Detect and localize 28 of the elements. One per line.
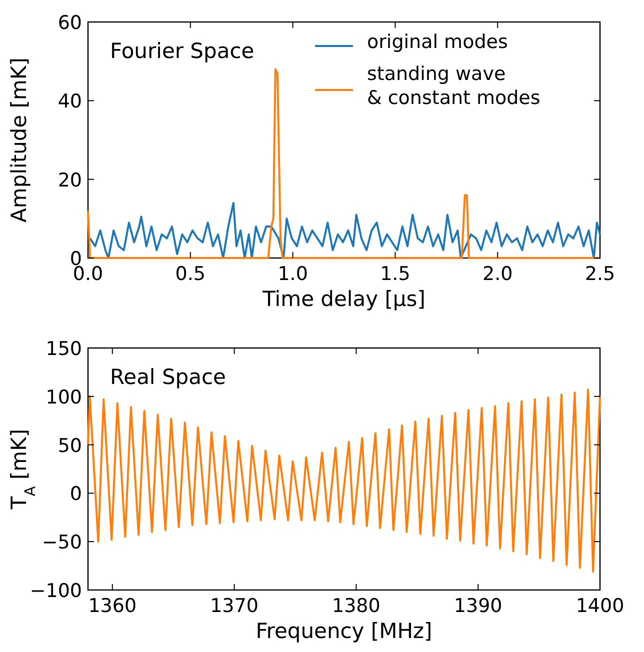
x-axis-title: Frequency [MHz] — [256, 619, 432, 643]
x-tick-label: 1.0 — [278, 263, 308, 285]
x-tick-label: 1360 — [88, 595, 137, 617]
y-tick-label: 100 — [46, 386, 82, 408]
x-tick-label: 2.0 — [482, 263, 513, 285]
x-tick-label: 1370 — [210, 595, 258, 617]
y-tick-label: 20 — [58, 169, 82, 192]
y-tick-label: 60 — [58, 12, 82, 34]
x-tick-label: 1400 — [576, 595, 624, 617]
x-tick-label: 1380 — [332, 595, 380, 617]
x-tick-label: 1.5 — [380, 263, 410, 285]
legend-label: standing wave & constant modes — [367, 62, 540, 109]
annotation: Real Space — [110, 365, 226, 389]
x-tick-label: 2.5 — [584, 263, 616, 285]
x-tick-label: 1390 — [454, 595, 502, 617]
line-series — [89, 202, 601, 259]
y-tick-label: −50 — [42, 532, 82, 554]
y-tick-label: 50 — [58, 434, 82, 457]
x-tick-label: 0.5 — [175, 263, 206, 285]
legend-label: original modes — [367, 30, 508, 53]
x-axis-title: Time delay [μs] — [262, 287, 426, 311]
y-tick-label: 0 — [70, 483, 82, 506]
y-tick-label: 150 — [46, 338, 82, 360]
y-tick-label: 40 — [58, 90, 82, 113]
line-series — [87, 388, 601, 573]
y-axis-title: Amplitude [mK] — [7, 58, 31, 222]
annotation: Fourier Space — [110, 39, 254, 63]
y-tick-label: −100 — [30, 580, 82, 602]
